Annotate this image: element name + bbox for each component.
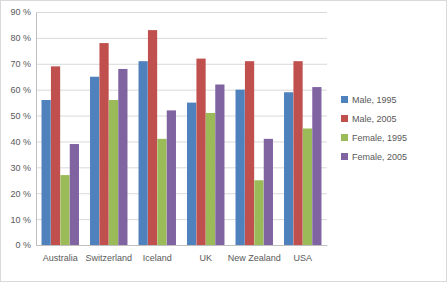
bar	[187, 103, 196, 245]
grid-line	[36, 116, 327, 117]
bar	[167, 110, 176, 245]
bar	[157, 139, 166, 245]
legend-swatch	[341, 134, 348, 141]
y-axis-line	[36, 13, 37, 246]
y-tick-label: 80 %	[10, 33, 31, 43]
y-tick: 70 %	[10, 59, 36, 69]
legend-entry: Female, 2005	[341, 152, 407, 162]
y-tick: 30 %	[10, 163, 36, 173]
grid-line	[36, 64, 327, 65]
bar	[139, 61, 148, 245]
bars	[42, 30, 322, 245]
legend: Male, 1995 Male, 2005 Female, 1995 Female, …	[341, 95, 407, 162]
x-tick-label: Australia	[43, 253, 78, 263]
bar	[109, 100, 118, 245]
chart-border	[1, 1, 447, 282]
legend-entry: Male, 1995	[341, 95, 397, 105]
chart: 0 % 10 % 20 % 30 % 40 % 50 % 60 % 70 % 80 % 90 % A…	[0, 0, 447, 282]
legend-label: Male, 2005	[352, 114, 397, 124]
x-tick-label: Iceland	[143, 253, 172, 263]
y-tick: 80 %	[10, 33, 36, 43]
y-tick-label: 60 %	[10, 85, 31, 95]
x-tick: Australia	[43, 245, 78, 263]
plot: 0 % 10 % 20 % 30 % 40 % 50 % 60 % 70 % 80 % 90 % A…	[10, 7, 327, 263]
grid-line	[36, 193, 327, 194]
legend-label: Male, 1995	[352, 95, 397, 105]
grid-line	[36, 12, 327, 13]
bar	[148, 30, 157, 245]
legend-label: Female, 1995	[352, 133, 407, 143]
bar	[215, 84, 224, 245]
legend-entry: Female, 1995	[341, 133, 407, 143]
grid-line	[36, 38, 327, 39]
x-tick-label: UK	[199, 253, 212, 263]
grid-line	[36, 141, 327, 142]
bar	[90, 77, 99, 245]
grid-line	[36, 167, 327, 168]
bar	[284, 92, 293, 245]
bar	[42, 100, 51, 245]
y-tick-label: 0 %	[15, 240, 31, 250]
bar-series	[70, 69, 322, 245]
x-tick: USA	[293, 245, 312, 263]
bar	[293, 61, 302, 245]
bar-series	[60, 100, 312, 245]
x-tick: UK	[199, 245, 212, 263]
grid-line	[36, 90, 327, 91]
x-tick: Iceland	[143, 245, 172, 263]
bar	[312, 87, 321, 245]
y-tick-label: 90 %	[10, 7, 31, 17]
y-tick: 40 %	[10, 137, 36, 147]
x-tick-label: USA	[293, 253, 312, 263]
y-tick: 50 %	[10, 111, 36, 121]
bar	[236, 90, 245, 245]
y-tick: 0 %	[15, 240, 36, 250]
legend-swatch	[341, 96, 348, 103]
grid-line	[36, 245, 327, 246]
bar	[303, 129, 312, 246]
bar	[60, 175, 69, 245]
x-axis: Australia Switzerland Iceland UK New Zealand…	[37, 245, 328, 263]
y-axis: 0 % 10 % 20 % 30 % 40 % 50 % 60 % 70 % 80 % 90 %	[10, 7, 36, 250]
y-tick-label: 70 %	[10, 59, 31, 69]
y-tick-label: 40 %	[10, 137, 31, 147]
y-tick-label: 50 %	[10, 111, 31, 121]
y-tick-label: 20 %	[10, 189, 31, 199]
legend-swatch	[341, 153, 348, 160]
bar	[206, 113, 215, 245]
x-tick: Switzerland	[85, 245, 132, 263]
y-tick: 10 %	[10, 214, 36, 224]
legend-swatch	[341, 115, 348, 122]
bar-series	[42, 61, 294, 245]
bar	[99, 43, 108, 245]
y-tick-label: 30 %	[10, 163, 31, 173]
y-tick: 60 %	[10, 85, 36, 95]
grid-line	[36, 219, 327, 220]
y-tick: 20 %	[10, 189, 36, 199]
bar	[245, 61, 254, 245]
legend-label: Female, 2005	[352, 152, 407, 162]
x-tick: New Zealand	[228, 245, 281, 263]
x-axis-line	[37, 245, 328, 246]
bar	[51, 66, 60, 245]
bar-series	[51, 30, 303, 245]
legend-entry: Male, 2005	[341, 114, 397, 124]
bar	[196, 59, 205, 245]
bar	[118, 69, 127, 245]
x-tick-label: New Zealand	[228, 253, 281, 263]
bar	[254, 180, 263, 245]
x-tick-label: Switzerland	[85, 253, 132, 263]
bar	[70, 144, 79, 245]
grid	[36, 13, 327, 246]
y-tick: 90 %	[10, 7, 36, 17]
bar	[264, 139, 273, 245]
y-tick-label: 10 %	[10, 214, 31, 224]
